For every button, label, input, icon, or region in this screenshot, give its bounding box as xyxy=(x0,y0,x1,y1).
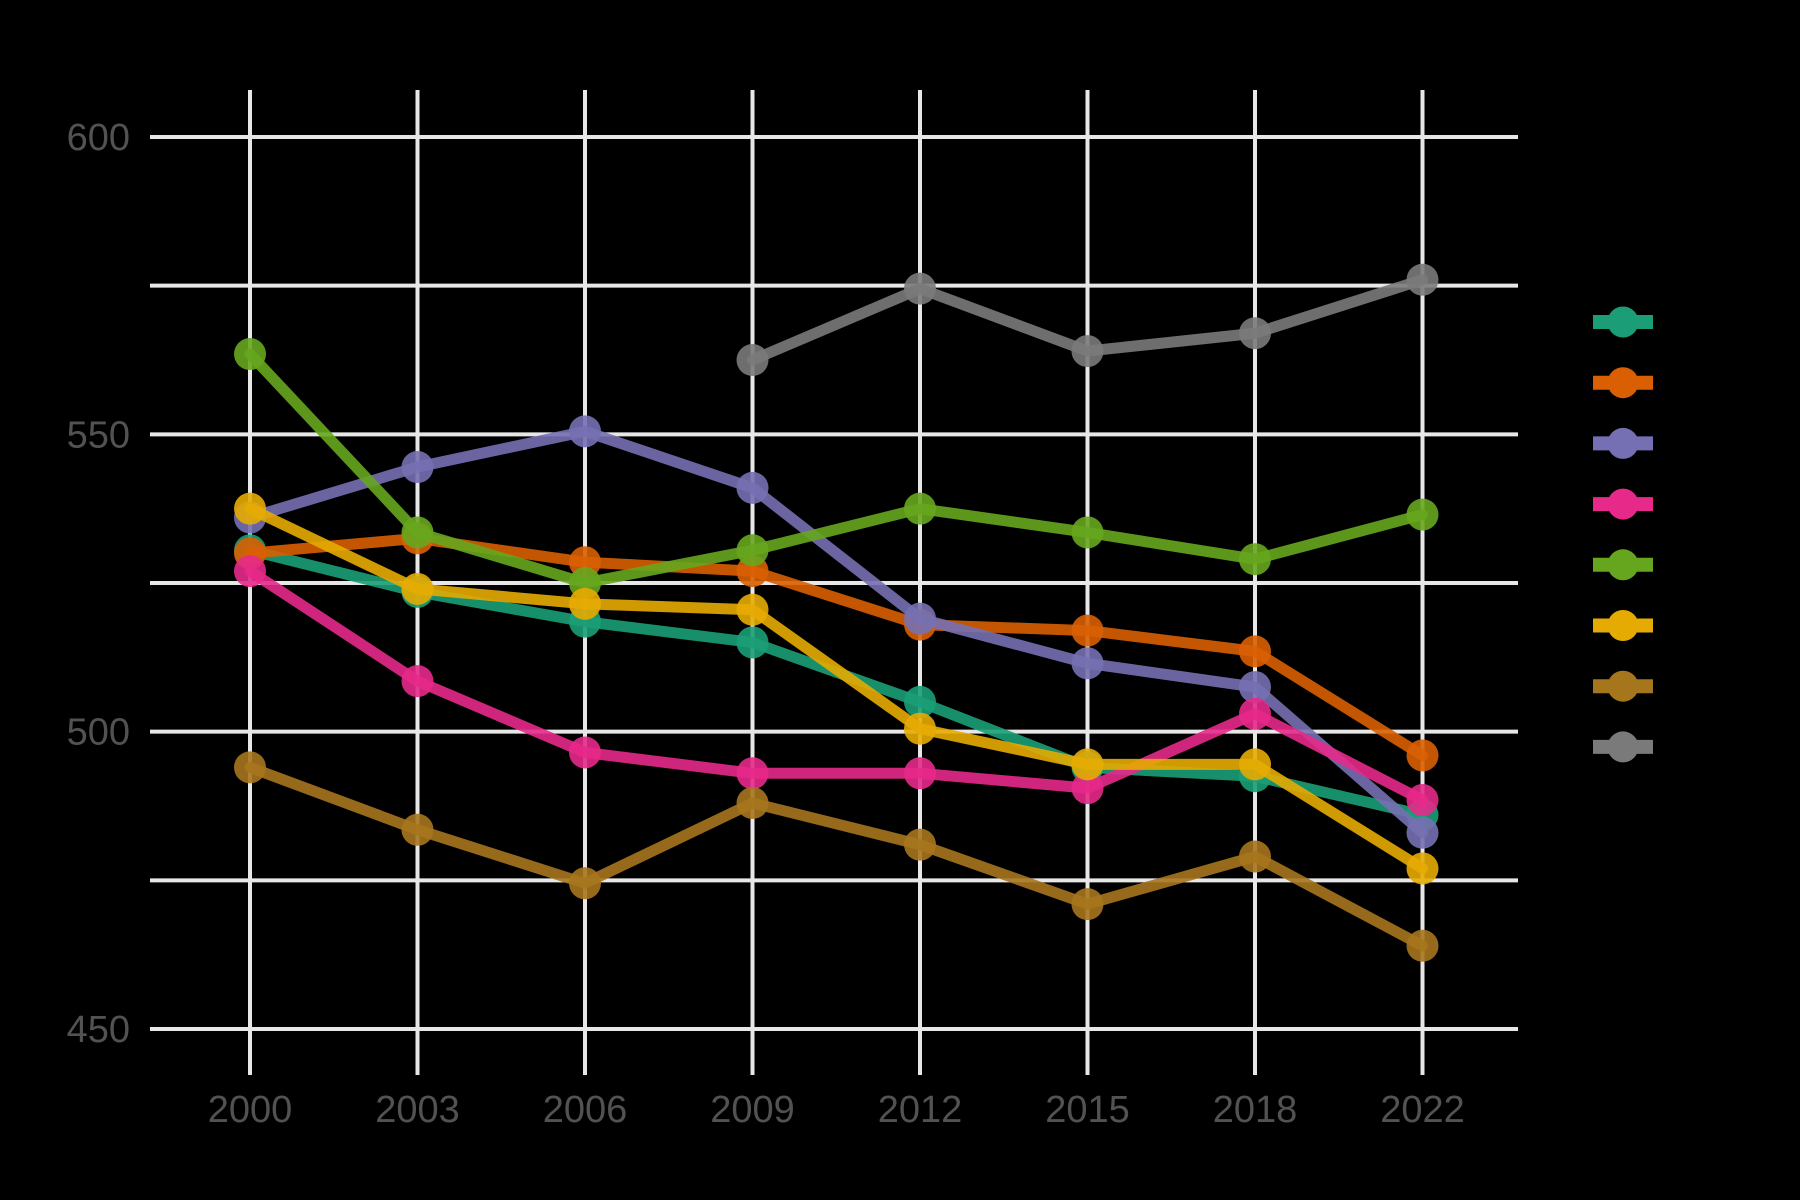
data-point-green xyxy=(904,492,936,525)
data-point-purple xyxy=(1406,816,1439,849)
data-point-gray xyxy=(1239,317,1271,350)
legend-key-dot-orange xyxy=(1607,367,1639,399)
data-point-yellow xyxy=(1071,748,1104,781)
data-point-purple xyxy=(904,602,936,635)
data-point-brown xyxy=(401,813,434,846)
x-tick-label: 2009 xyxy=(710,1089,795,1131)
legend-key-dot-brown xyxy=(1607,670,1639,702)
y-tick-label: 450 xyxy=(67,1009,130,1051)
data-point-yellow xyxy=(569,587,601,620)
legend-key-dot-yellow xyxy=(1607,610,1639,641)
data-point-teal xyxy=(736,626,769,659)
series-line-green xyxy=(244,348,1428,589)
y-tick-label: 500 xyxy=(67,712,130,754)
data-point-magenta xyxy=(401,665,434,698)
data-point-yellow xyxy=(401,572,434,605)
data-point-magenta xyxy=(1071,772,1104,805)
legend-key-dot-green xyxy=(1607,549,1639,581)
y-tick-label: 600 xyxy=(67,117,130,159)
data-point-gray xyxy=(1406,263,1439,296)
data-point-magenta xyxy=(904,757,936,790)
data-point-brown xyxy=(569,867,601,900)
data-point-green xyxy=(736,534,769,567)
data-point-purple xyxy=(1239,671,1271,704)
x-tick-label: 2003 xyxy=(375,1089,460,1131)
data-point-magenta xyxy=(1406,784,1439,817)
data-point-yellow xyxy=(234,492,266,525)
legend-key-dot-purple xyxy=(1607,427,1639,459)
data-point-gray xyxy=(904,272,936,305)
data-point-purple xyxy=(401,451,434,484)
data-point-purple xyxy=(736,471,769,504)
x-tick-label: 2022 xyxy=(1380,1089,1465,1131)
data-point-yellow xyxy=(736,593,769,626)
data-point-green xyxy=(401,516,434,549)
series-line-magenta xyxy=(244,565,1428,806)
data-point-purple xyxy=(1071,647,1104,680)
series-line-yellow xyxy=(244,503,1428,874)
x-tick-label: 2006 xyxy=(543,1089,628,1131)
data-point-brown xyxy=(1239,840,1271,873)
data-point-yellow xyxy=(1406,852,1439,885)
data-point-purple xyxy=(569,415,601,448)
data-point-brown xyxy=(1406,929,1439,962)
x-tick-label: 2015 xyxy=(1045,1089,1130,1131)
legend-key-dot-teal xyxy=(1607,306,1639,338)
data-point-brown xyxy=(904,828,936,861)
series-line-brown xyxy=(244,761,1428,952)
data-point-teal xyxy=(904,685,936,718)
data-point-green xyxy=(1406,498,1439,531)
data-point-green xyxy=(234,338,266,371)
data-point-magenta xyxy=(569,736,601,769)
data-point-brown xyxy=(234,751,266,784)
legend-key-dot-magenta xyxy=(1607,488,1639,520)
data-point-magenta xyxy=(736,757,769,790)
data-point-orange xyxy=(1071,614,1104,647)
legend-key-dot-gray xyxy=(1607,731,1639,763)
y-tick-label: 550 xyxy=(67,414,130,456)
data-point-yellow xyxy=(904,712,936,745)
data-point-brown xyxy=(1071,888,1104,921)
data-point-gray xyxy=(1071,335,1104,368)
series-line-purple xyxy=(244,425,1428,839)
data-point-orange xyxy=(1239,635,1271,668)
data-point-green xyxy=(1239,543,1271,576)
data-point-magenta xyxy=(1239,697,1271,730)
x-tick-label: 2000 xyxy=(208,1089,293,1131)
data-point-green xyxy=(1071,516,1104,549)
x-tick-label: 2012 xyxy=(878,1089,963,1131)
data-point-magenta xyxy=(234,555,266,588)
data-point-gray xyxy=(736,344,769,377)
x-tick-label: 2018 xyxy=(1213,1089,1298,1131)
data-point-yellow xyxy=(1239,748,1271,781)
data-point-orange xyxy=(1406,739,1439,772)
data-point-brown xyxy=(736,787,769,820)
